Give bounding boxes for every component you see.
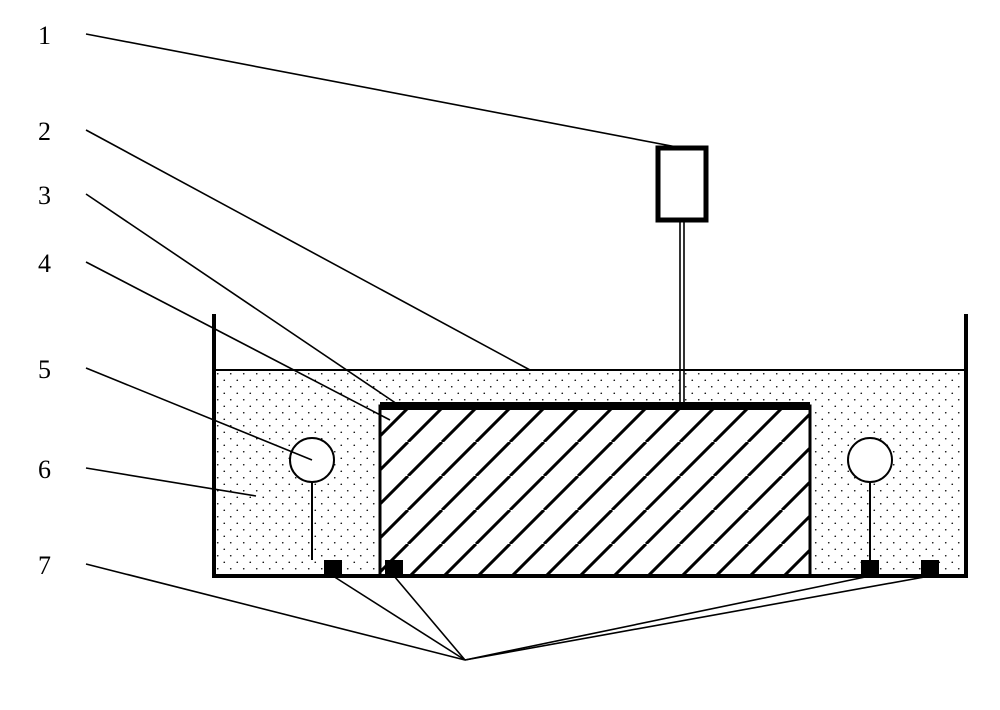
foot-4	[921, 560, 939, 576]
foot-3	[861, 560, 879, 576]
leader-l1	[86, 34, 682, 148]
labels: 1 2 3 4 5 6 7	[38, 21, 51, 580]
label-l6: 6	[38, 455, 51, 484]
leader-l7-branch-2	[394, 576, 465, 660]
label-l2: 2	[38, 117, 51, 146]
leader-l2	[86, 130, 530, 370]
diagram-scene	[214, 148, 966, 576]
label-l4: 4	[38, 249, 51, 278]
block-hatched	[380, 406, 810, 576]
foot-2	[385, 560, 403, 576]
leader-l7-stem	[86, 564, 465, 660]
label-l5: 5	[38, 355, 51, 384]
leader-l7-branch-1	[333, 576, 465, 660]
float-right	[848, 438, 892, 482]
label-l7: 7	[38, 551, 51, 580]
label-l3: 3	[38, 181, 51, 210]
label-l1: 1	[38, 21, 51, 50]
foot-1	[324, 560, 342, 576]
block-top-plate	[380, 402, 810, 410]
leader-l7-branch-4	[465, 576, 930, 660]
leader-l7-branch-3	[465, 576, 870, 660]
device-box	[658, 148, 706, 220]
